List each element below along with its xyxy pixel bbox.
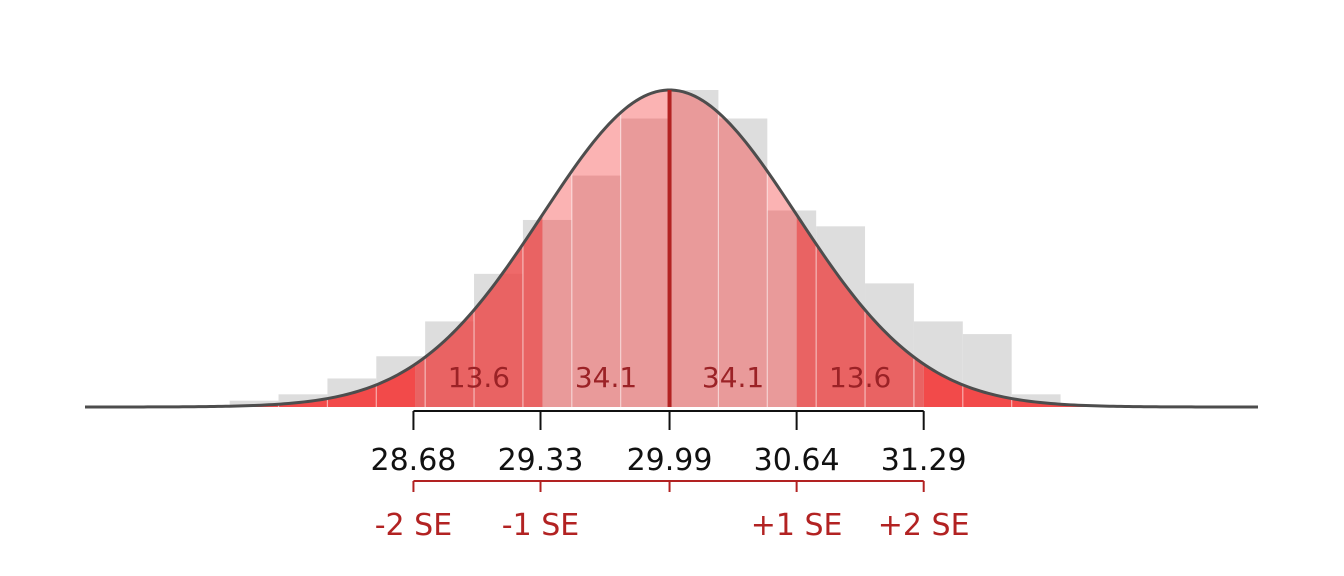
se-label: -1 SE bbox=[502, 508, 579, 543]
inner-region-bar bbox=[669, 90, 719, 407]
histogram-bar bbox=[229, 400, 279, 407]
region-percent-label: 34.1 bbox=[575, 361, 637, 394]
inner-region-bar bbox=[571, 175, 621, 407]
region-percent-label: 13.6 bbox=[448, 361, 510, 394]
se-label: -2 SE bbox=[375, 508, 452, 543]
outer-region-bar bbox=[796, 210, 817, 407]
outer-region-bar bbox=[522, 219, 543, 407]
se-label: +1 SE bbox=[751, 508, 843, 543]
x-axis: 28.68 29.33 29.99 30.64 31.29 bbox=[370, 410, 967, 478]
shaded-region bbox=[85, 90, 416, 407]
se-axis: -2 SE -1 SE +1 SE +2 SE bbox=[375, 480, 970, 543]
x-tick-label: 29.33 bbox=[498, 443, 584, 478]
x-tick-label: 31.29 bbox=[881, 443, 967, 478]
x-tick-label: 28.68 bbox=[370, 443, 456, 478]
inner-region-bar bbox=[542, 219, 572, 407]
inner-region-bar bbox=[718, 118, 768, 407]
se-label: +2 SE bbox=[878, 508, 970, 543]
inner-region-bar bbox=[767, 210, 797, 407]
region-percent-label: 13.6 bbox=[829, 361, 891, 394]
x-tick-label: 29.99 bbox=[627, 443, 713, 478]
inner-region-bar bbox=[620, 118, 670, 407]
region-percent-labels: 13.6 34.1 34.1 13.6 bbox=[448, 361, 892, 394]
x-tick-label: 30.64 bbox=[754, 443, 840, 478]
region-percent-label: 34.1 bbox=[702, 361, 764, 394]
outer-region-bar bbox=[913, 321, 924, 407]
outer-region-bar bbox=[415, 356, 426, 407]
